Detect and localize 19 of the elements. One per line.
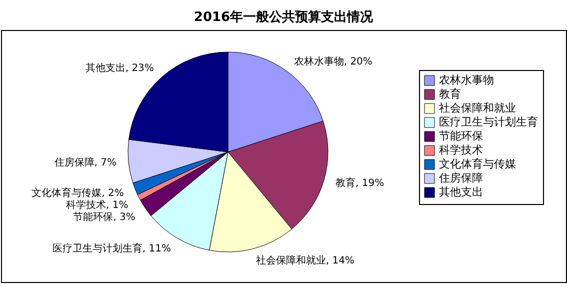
data-label: 文化体育与传媒, 2% xyxy=(32,187,124,200)
legend-label: 社会保障和就业 xyxy=(439,102,516,114)
data-label: 科学技术, 1% xyxy=(66,199,128,212)
data-label: 节能环保, 3% xyxy=(73,211,136,224)
data-label: 住房保障, 7% xyxy=(54,156,116,169)
data-label: 其他支出, 23% xyxy=(85,62,154,74)
legend-label: 医疗卫生与计划生育 xyxy=(439,116,538,128)
legend-label: 节能环保 xyxy=(439,130,483,142)
legend-label: 其他支出 xyxy=(439,186,483,198)
legend-label: 文化体育与传媒 xyxy=(439,158,516,170)
data-label: 社会保障和就业, 14% xyxy=(256,254,354,266)
legend-label: 教育 xyxy=(439,88,461,100)
legend-label: 农林水事物 xyxy=(439,74,494,86)
data-label: 医疗卫生与计划生育, 11% xyxy=(52,242,171,254)
data-label: 农林水事物, 20% xyxy=(294,55,372,68)
legend-label: 住房保障 xyxy=(439,172,483,184)
data-label: 教育, 19% xyxy=(336,177,384,190)
legend-label: 科学技术 xyxy=(439,144,483,156)
chart-title: 2016年一般公共预算支出情况 xyxy=(194,10,374,25)
